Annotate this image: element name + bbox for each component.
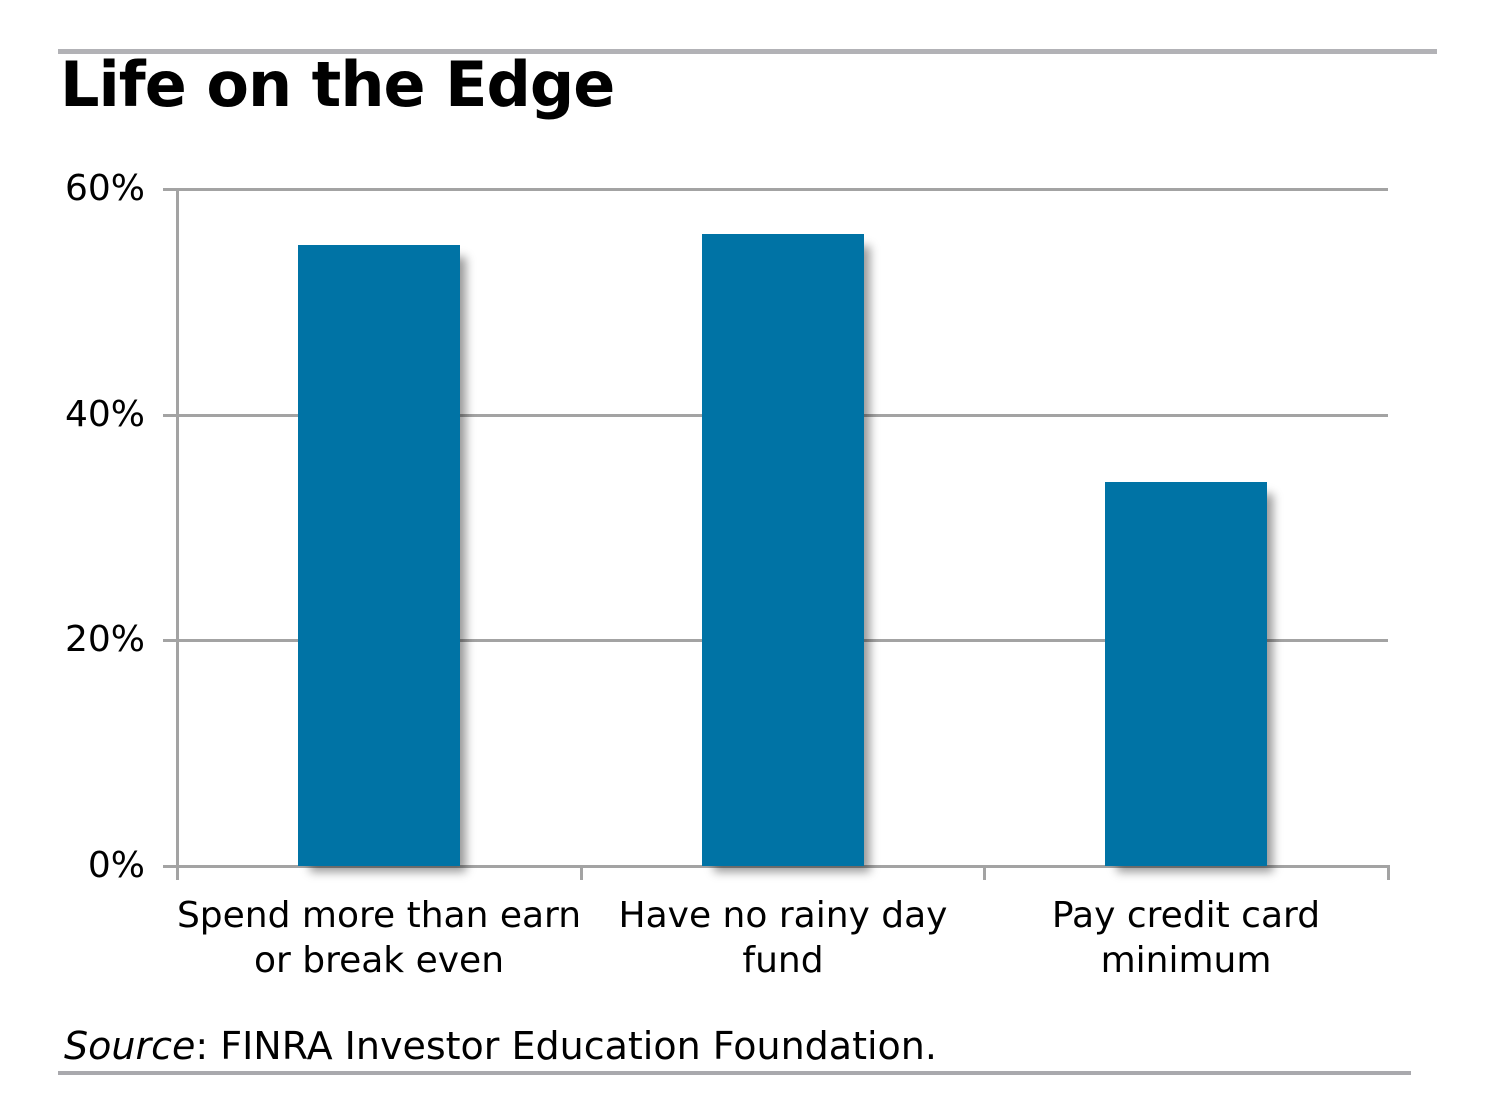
y-tick <box>163 188 177 191</box>
y-axis-label: 0% <box>87 845 145 886</box>
y-axis-label: 40% <box>64 394 145 435</box>
source-label: Source <box>64 1024 196 1068</box>
source-note: Source: FINRA Investor Education Foundat… <box>64 1024 937 1068</box>
bottom-divider <box>58 1071 1411 1075</box>
y-axis-label: 20% <box>64 619 145 660</box>
y-axis-label: 60% <box>64 168 145 209</box>
y-tick <box>163 414 177 417</box>
y-tick <box>163 639 177 642</box>
bar <box>702 234 864 866</box>
bar <box>298 245 460 866</box>
bar <box>1105 482 1267 866</box>
x-tick <box>1387 865 1390 880</box>
x-tick <box>580 865 583 880</box>
source-text: : FINRA Investor Education Foundation. <box>195 1024 937 1068</box>
x-axis-line <box>177 865 1388 868</box>
x-axis-label: Spend more than earn or break even <box>176 895 582 981</box>
y-tick <box>163 865 177 868</box>
y-axis-line <box>176 188 179 868</box>
x-axis-label: Have no rainy day fund <box>618 895 948 981</box>
x-tick <box>983 865 986 880</box>
gridline <box>177 188 1388 191</box>
chart-title: Life on the Edge <box>60 48 615 121</box>
x-axis-label: Pay credit card minimum <box>1051 895 1321 981</box>
x-tick <box>176 865 179 880</box>
top-divider <box>58 49 1437 54</box>
